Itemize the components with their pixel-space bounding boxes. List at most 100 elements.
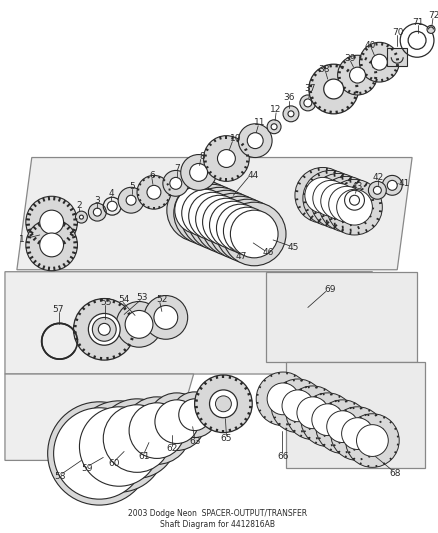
Circle shape (181, 189, 229, 237)
Circle shape (73, 298, 135, 360)
Circle shape (162, 171, 188, 196)
Text: 57: 57 (52, 305, 63, 314)
Circle shape (79, 215, 83, 219)
Circle shape (75, 211, 87, 223)
Text: 45: 45 (286, 244, 298, 253)
Circle shape (323, 79, 343, 99)
Circle shape (148, 393, 205, 450)
Circle shape (125, 310, 152, 338)
Circle shape (386, 180, 396, 190)
Text: 37: 37 (304, 84, 315, 93)
Text: 8: 8 (199, 152, 205, 161)
Circle shape (222, 202, 285, 266)
Circle shape (53, 408, 145, 499)
Circle shape (341, 418, 373, 449)
Circle shape (308, 64, 358, 114)
Circle shape (203, 136, 249, 181)
Circle shape (154, 305, 177, 329)
Circle shape (194, 190, 258, 254)
Text: 68: 68 (389, 469, 400, 478)
Circle shape (296, 397, 328, 429)
Circle shape (281, 390, 313, 422)
Circle shape (147, 185, 160, 199)
Circle shape (126, 195, 136, 205)
Circle shape (328, 187, 364, 222)
Text: 63: 63 (188, 437, 200, 446)
Circle shape (88, 203, 106, 221)
Circle shape (217, 150, 235, 167)
Circle shape (97, 399, 177, 478)
Text: 12: 12 (270, 106, 281, 115)
Text: 60: 60 (108, 459, 120, 468)
Circle shape (216, 204, 264, 252)
Circle shape (266, 120, 280, 134)
Circle shape (188, 192, 236, 240)
Circle shape (311, 404, 343, 435)
Polygon shape (285, 362, 424, 469)
Polygon shape (265, 272, 416, 362)
Circle shape (345, 414, 398, 467)
Circle shape (103, 405, 170, 472)
Polygon shape (5, 272, 371, 374)
Circle shape (26, 219, 77, 271)
Circle shape (312, 180, 348, 216)
Text: 65: 65 (220, 434, 232, 443)
Circle shape (189, 164, 207, 181)
Circle shape (73, 401, 165, 492)
Circle shape (187, 187, 251, 251)
Text: 39: 39 (343, 54, 354, 63)
Circle shape (215, 396, 231, 412)
Circle shape (174, 187, 222, 234)
Circle shape (118, 187, 144, 213)
Text: 38: 38 (317, 64, 329, 74)
Circle shape (330, 407, 383, 461)
Circle shape (318, 176, 374, 232)
Circle shape (107, 201, 117, 211)
Circle shape (208, 196, 272, 260)
Circle shape (144, 296, 187, 340)
Text: 44: 44 (247, 171, 258, 180)
Circle shape (336, 189, 371, 225)
Text: 1: 1 (19, 236, 25, 245)
Circle shape (283, 106, 298, 122)
Circle shape (26, 196, 77, 248)
Circle shape (315, 400, 368, 454)
Text: 40: 40 (364, 41, 375, 50)
Text: 52: 52 (156, 295, 167, 304)
Text: 72: 72 (427, 11, 438, 20)
Circle shape (194, 375, 252, 433)
Text: 71: 71 (411, 18, 423, 27)
Circle shape (326, 180, 381, 235)
Circle shape (202, 198, 250, 246)
Text: 53: 53 (136, 293, 148, 302)
Circle shape (93, 208, 101, 216)
Circle shape (287, 111, 293, 117)
Circle shape (349, 67, 364, 83)
Text: 6: 6 (149, 171, 155, 180)
Circle shape (173, 181, 237, 245)
Circle shape (116, 302, 162, 347)
Circle shape (137, 175, 170, 209)
Text: 54: 54 (118, 295, 130, 304)
Circle shape (381, 175, 401, 195)
Text: 59: 59 (81, 464, 93, 473)
Circle shape (371, 54, 386, 70)
Circle shape (303, 99, 311, 107)
Circle shape (294, 167, 350, 223)
Text: 66: 66 (277, 452, 288, 461)
Bar (386, 49, 406, 66)
Circle shape (349, 195, 359, 205)
Text: 47: 47 (235, 252, 247, 261)
Text: 55: 55 (100, 298, 112, 307)
Circle shape (320, 183, 356, 219)
Circle shape (180, 184, 244, 248)
Circle shape (299, 95, 315, 111)
Circle shape (39, 233, 64, 257)
Text: 69: 69 (323, 285, 335, 294)
Circle shape (356, 425, 387, 456)
Circle shape (407, 31, 425, 49)
Circle shape (39, 210, 64, 234)
Circle shape (223, 207, 271, 255)
Text: 41: 41 (398, 179, 409, 188)
Circle shape (171, 392, 217, 438)
